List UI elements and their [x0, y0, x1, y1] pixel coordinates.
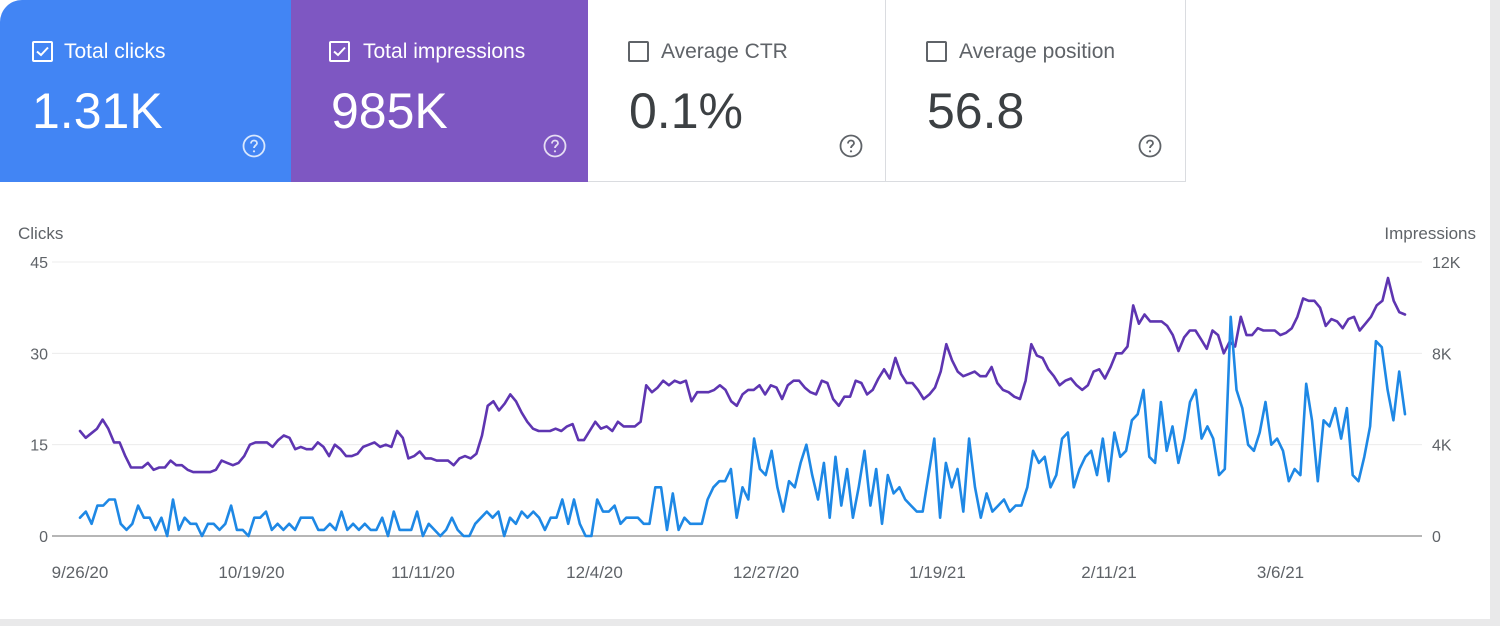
help-icon[interactable] — [242, 134, 266, 158]
series-line-total-clicks — [78, 315, 1407, 538]
panel-edge — [1490, 0, 1500, 626]
y-tick-label-left: 30 — [30, 346, 48, 363]
help-icon[interactable] — [1138, 134, 1162, 158]
metric-label: Average CTR — [661, 40, 788, 63]
metric-value: 56.8 — [927, 83, 1025, 139]
y-axis-title-right: Impressions — [1384, 224, 1476, 243]
help-icon[interactable] — [543, 134, 567, 158]
y-tick-label-right: 8K — [1432, 346, 1452, 363]
line-chart: 0 0 15 4K 30 8K 45 12K Clicks Impressions 9/26/20 1… — [18, 224, 1476, 582]
metric-label: Total clicks — [64, 40, 166, 63]
metric-value: 985K — [331, 83, 448, 139]
y-tick-label-right: 0 — [1432, 529, 1441, 546]
metric-card-total-clicks[interactable]: Total clicks 1.31K — [0, 0, 291, 182]
checkbox-checked-icon[interactable] — [32, 41, 53, 62]
x-tick-label: 2/11/21 — [1081, 563, 1136, 582]
metric-value: 1.31K — [32, 83, 163, 139]
metric-value: 0.1% — [629, 83, 743, 139]
y-axis-title-left: Clicks — [18, 224, 63, 243]
metric-cards: Total clicks 1.31K Total impressions 985… — [0, 0, 1186, 182]
checkbox-unchecked-icon[interactable] — [628, 41, 649, 62]
checkbox-unchecked-icon[interactable] — [926, 41, 947, 62]
y-tick-label-left: 0 — [39, 529, 48, 546]
x-tick-label: 12/4/20 — [566, 563, 623, 582]
metric-label: Average position — [959, 40, 1116, 63]
y-tick-label-right: 4K — [1432, 438, 1452, 455]
x-tick-label: 11/11/20 — [391, 563, 455, 582]
y-tick-label-left: 15 — [30, 438, 48, 455]
metric-card-average-position[interactable]: Average position 56.8 — [886, 0, 1186, 182]
x-tick-label: 9/26/20 — [52, 563, 109, 582]
x-tick-label: 3/6/21 — [1257, 563, 1304, 582]
y-tick-label-left: 45 — [30, 255, 48, 272]
metric-card-total-impressions[interactable]: Total impressions 985K — [291, 0, 588, 182]
series-line-total-impressions — [78, 276, 1407, 474]
y-tick-label-right: 12K — [1432, 255, 1461, 272]
checkbox-checked-icon[interactable] — [329, 41, 350, 62]
panel-edge — [0, 619, 1500, 626]
performance-chart: 0 0 15 4K 30 8K 45 12K Clicks Impressions 9/26/20 1… — [0, 190, 1490, 600]
x-tick-label: 10/19/20 — [218, 563, 284, 582]
x-tick-label: 12/27/20 — [733, 563, 799, 582]
x-tick-label: 1/19/21 — [909, 563, 966, 582]
metric-label: Total impressions — [363, 40, 526, 63]
metric-card-average-ctr[interactable]: Average CTR 0.1% — [588, 0, 886, 182]
help-icon[interactable] — [839, 134, 863, 158]
